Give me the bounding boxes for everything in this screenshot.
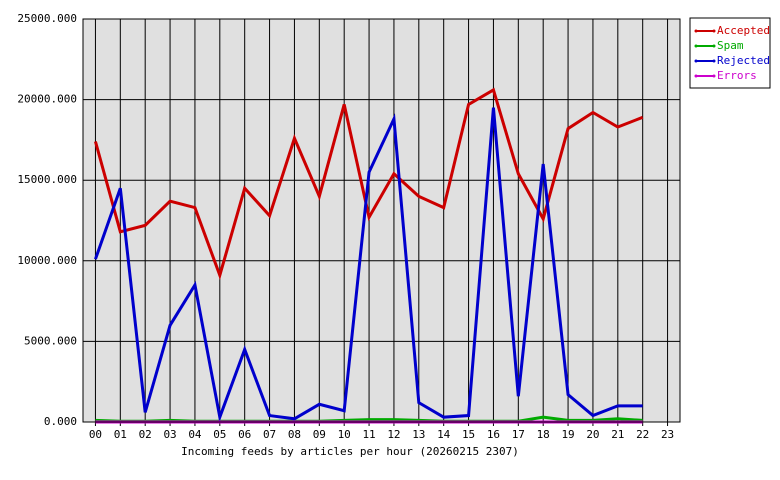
series-line bbox=[93, 87, 644, 281]
x-tick-label: 13 bbox=[412, 428, 425, 441]
y-tick-label: 20000.000 bbox=[17, 93, 77, 106]
y-tick-label: 25000.000 bbox=[17, 12, 77, 25]
plot-area bbox=[82, 18, 681, 423]
x-tick-label: 07 bbox=[263, 428, 276, 441]
x-tick-label: 19 bbox=[561, 428, 574, 441]
x-tick-label: 17 bbox=[512, 428, 525, 441]
x-tick-label: 14 bbox=[437, 428, 451, 441]
legend-marker bbox=[694, 29, 698, 33]
legend-label: Rejected bbox=[717, 54, 770, 67]
x-tick-label: 15 bbox=[462, 428, 475, 441]
series-line bbox=[94, 107, 643, 423]
x-tick-label: 03 bbox=[163, 428, 176, 441]
x-tick-label: 05 bbox=[213, 428, 226, 441]
x-tick-label: 22 bbox=[636, 428, 649, 441]
x-tick-label: 21 bbox=[611, 428, 624, 441]
legend-label: Accepted bbox=[717, 24, 770, 37]
y-tick-label: 5000.000 bbox=[24, 334, 77, 347]
x-tick-label: 01 bbox=[114, 428, 127, 441]
y-tick-label: 10000.000 bbox=[17, 254, 77, 267]
x-tick-label: 11 bbox=[362, 428, 375, 441]
x-tick-label: 18 bbox=[537, 428, 550, 441]
x-tick-label: 12 bbox=[387, 428, 400, 441]
x-tick-label: 20 bbox=[586, 428, 599, 441]
x-tick-label: 10 bbox=[338, 428, 351, 441]
x-tick-label: 02 bbox=[139, 428, 152, 441]
plot-border bbox=[82, 18, 681, 423]
x-tick-label: 00 bbox=[89, 428, 102, 441]
legend-label: Errors bbox=[717, 69, 757, 82]
legend-marker bbox=[712, 29, 716, 33]
x-axis-label: Incoming feeds by articles per hour (202… bbox=[181, 445, 519, 458]
legend-marker bbox=[712, 74, 716, 78]
y-tick-label: 15000.000 bbox=[17, 173, 77, 186]
x-tick-label: 06 bbox=[238, 428, 251, 441]
x-tick-label: 23 bbox=[661, 428, 674, 441]
x-tick-label: 04 bbox=[188, 428, 202, 441]
legend-marker bbox=[694, 44, 698, 48]
x-tick-label: 09 bbox=[313, 428, 326, 441]
x-tick-label: 08 bbox=[288, 428, 301, 441]
legend-label: Spam bbox=[717, 39, 744, 52]
y-tick-label: 0.000 bbox=[44, 415, 77, 428]
x-tick-label: 16 bbox=[487, 428, 500, 441]
legend-marker bbox=[712, 44, 716, 48]
legend-marker bbox=[712, 59, 716, 63]
legend-marker bbox=[694, 59, 698, 63]
legend-marker bbox=[694, 74, 698, 78]
